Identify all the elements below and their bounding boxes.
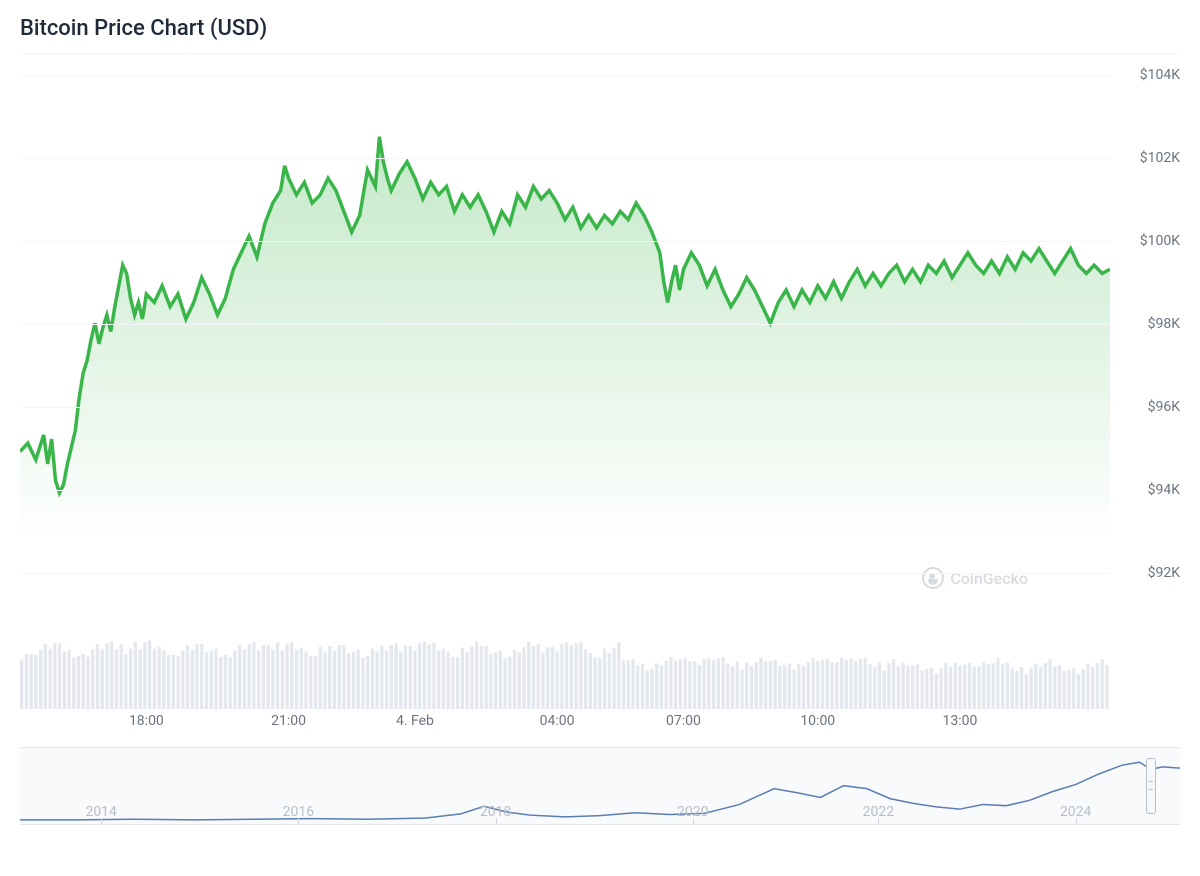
y-tick-label: $104K: [1134, 67, 1180, 83]
x-tick-label: 04:00: [540, 713, 575, 729]
price-chart[interactable]: CoinGecko $92K $94K $96K $98K $100K $102K $104…: [20, 53, 1180, 613]
y-axis: $92K $94K $96K $98K $100K $102K $104K: [1110, 54, 1180, 613]
nav-year-label: 2018: [480, 804, 511, 820]
navigator-handle[interactable]: [1146, 758, 1156, 814]
gridline: [20, 75, 1110, 76]
x-tick-label: 07:00: [666, 713, 701, 729]
gridline: [20, 407, 1110, 408]
y-tick-label: $96K: [1142, 399, 1180, 415]
gridline: [20, 158, 1110, 159]
nav-year-label: 2024: [1060, 804, 1091, 820]
gridline: [20, 573, 1110, 574]
nav-year-label: 2022: [863, 804, 894, 820]
gridline: [20, 324, 1110, 325]
y-tick-label: $92K: [1142, 565, 1180, 581]
x-tick-label: 13:00: [942, 713, 977, 729]
coingecko-icon: [922, 567, 944, 589]
x-axis: 18:00 21:00 4. Feb 04:00 07:00 10:00 13:00: [20, 711, 1110, 739]
x-tick-label: 21:00: [271, 713, 306, 729]
x-tick-label: 18:00: [129, 713, 164, 729]
y-tick-label: $98K: [1142, 316, 1180, 332]
y-tick-label: $94K: [1142, 482, 1180, 498]
gridline: [20, 490, 1110, 491]
x-tick-label: 4. Feb: [396, 713, 434, 729]
nav-year-label: 2016: [283, 804, 314, 820]
gridline: [20, 241, 1110, 242]
watermark: CoinGecko: [922, 567, 1028, 589]
x-tick-label: 10:00: [800, 713, 835, 729]
watermark-label: CoinGecko: [950, 569, 1028, 588]
volume-chart[interactable]: [20, 619, 1110, 709]
navigator[interactable]: 2014 2016 2018 2020 2022 2024: [20, 747, 1180, 825]
y-tick-label: $100K: [1134, 233, 1180, 249]
nav-year-label: 2014: [85, 804, 116, 820]
y-tick-label: $102K: [1134, 150, 1180, 166]
chart-title: Bitcoin Price Chart (USD): [20, 16, 1180, 41]
nav-year-label: 2020: [677, 804, 708, 820]
